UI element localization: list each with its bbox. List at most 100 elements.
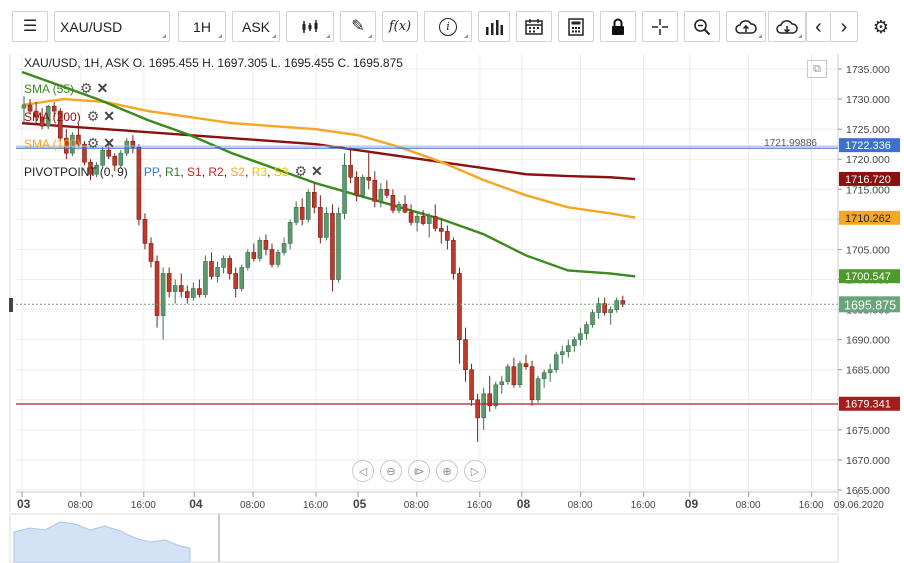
indicator-label: SMA (100) [24, 137, 81, 151]
scroll-right-button[interactable]: › [830, 11, 858, 42]
blue-line-price-bg [839, 138, 900, 153]
price-axis[interactable]: 1735.000 1730.000 1725.000 1720.000 1715.000… [838, 64, 900, 497]
price-tick-label: 1670.000 [846, 455, 890, 467]
candle-body [39, 116, 45, 127]
close-icon[interactable]: ✕ [96, 80, 109, 96]
candle [390, 189, 396, 214]
candle [348, 147, 353, 184]
red-line-price-bg [839, 396, 900, 411]
chart-type-button[interactable] [286, 11, 334, 42]
horizontal-lines[interactable]: 1721.99886 [16, 138, 838, 405]
last-price-bg [839, 296, 900, 313]
candle-body [106, 149, 111, 157]
candle-body [342, 164, 347, 214]
candle-body [366, 176, 372, 181]
close-icon[interactable]: ✕ [311, 163, 323, 179]
candle-body [45, 105, 51, 127]
candle-body [396, 204, 402, 211]
lock-button[interactable] [600, 11, 636, 42]
info-button[interactable]: i [424, 11, 472, 42]
candle-body [245, 252, 251, 268]
popout-button[interactable]: ⧉ [807, 60, 827, 78]
indicators-button[interactable]: f(x) [382, 11, 418, 42]
time-tick-label: 04 [189, 497, 203, 511]
moving-averages [21, 70, 636, 278]
gear-icon[interactable]: ⚙ [80, 80, 93, 96]
candle [197, 279, 202, 298]
candle-body [21, 104, 27, 109]
candle-body [275, 252, 281, 265]
candle [227, 255, 232, 280]
menu-button[interactable]: ☰ [12, 11, 48, 42]
close-icon[interactable]: ✕ [103, 108, 115, 124]
candle [541, 369, 547, 388]
settings-button[interactable]: ⚙ [866, 11, 896, 42]
candle [118, 150, 124, 169]
candle-body [354, 176, 359, 196]
pivot-s1: S1 [187, 165, 202, 179]
gear-icon[interactable]: ⚙ [86, 108, 100, 124]
pan-right-button[interactable]: ▷ [464, 460, 486, 482]
candle [596, 297, 601, 319]
symbol-selector[interactable]: XAU/USD [54, 11, 170, 42]
crosshair-button[interactable] [642, 11, 678, 42]
calculator-button[interactable] [558, 11, 594, 42]
draw-tool-button[interactable]: ✎ [340, 11, 376, 42]
candle-body [390, 195, 396, 211]
candle [215, 261, 220, 283]
zoom-out-icon: ⊖ [386, 465, 396, 478]
candle-body [269, 249, 275, 265]
cloud-download-icon [776, 19, 798, 34]
sma100-price: 1710.262 [845, 213, 891, 225]
zoom-out-button[interactable]: ⊖ [380, 460, 402, 482]
lock-icon [612, 18, 624, 35]
candle [324, 207, 329, 241]
candle-body [330, 213, 335, 280]
download-button[interactable] [768, 11, 806, 42]
candle-body [64, 137, 69, 154]
candle-body [596, 303, 601, 313]
candle [578, 327, 583, 346]
pan-left-button[interactable]: ◁ [352, 460, 374, 482]
zoom-button[interactable] [684, 11, 720, 42]
price-side-selector[interactable]: ASK [232, 11, 280, 42]
red-line-price: 1679.341 [845, 399, 891, 411]
scroll-left-button[interactable]: ‹ [806, 11, 830, 42]
candle-body [372, 179, 378, 202]
gear-icon[interactable]: ⚙ [86, 135, 100, 151]
calendar-button[interactable] [516, 11, 552, 42]
sma200-price-bg [839, 171, 900, 186]
upload-button[interactable] [726, 11, 766, 42]
gear-icon: ⚙ [872, 16, 890, 37]
time-axis[interactable]: 03 08:00 16:00 04 08:00 16:00 05 08:00 16:00 08 08… [17, 492, 884, 511]
crosshair-icon [652, 18, 668, 35]
candle [499, 375, 505, 394]
candle-body [457, 273, 462, 340]
candle [233, 267, 238, 298]
candle-body [408, 211, 414, 223]
price-tick-label: 1690.000 [846, 335, 890, 347]
candle-body [578, 333, 583, 340]
candle [336, 207, 341, 283]
overview-navigator[interactable] [9, 298, 839, 563]
reset-view-button[interactable]: ⧐ [408, 460, 430, 482]
timeframe-selector[interactable]: 1H [178, 11, 226, 42]
candle [402, 195, 408, 214]
zoom-in-button[interactable]: ⊕ [436, 460, 458, 482]
candle-body [475, 399, 480, 419]
candle-body [414, 216, 420, 223]
volume-button[interactable] [478, 11, 510, 42]
indicator-label: SMA (200) [24, 110, 81, 124]
candle [426, 213, 432, 238]
gear-icon[interactable]: ⚙ [294, 163, 307, 179]
candle [251, 243, 257, 262]
candle [76, 123, 81, 148]
candle-body [305, 191, 311, 220]
candle-body [499, 381, 505, 386]
candle [475, 393, 480, 442]
candle [154, 255, 160, 328]
price-tick-label: 1675.000 [846, 425, 890, 437]
candle [445, 225, 450, 250]
close-icon[interactable]: ✕ [103, 135, 115, 151]
